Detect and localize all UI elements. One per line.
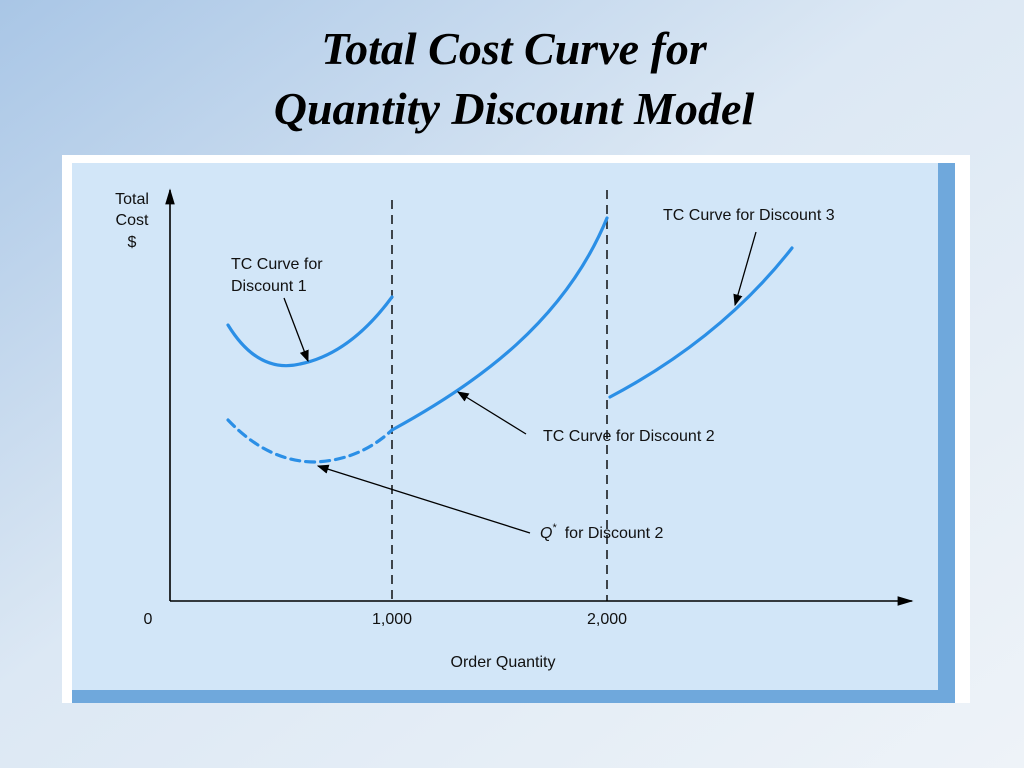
q-symbol: Q <box>540 525 552 542</box>
annotation: TC Curve for Discount 2 <box>543 428 715 445</box>
x-tick-label: 1,000 <box>372 611 412 628</box>
y-axis-label: Total <box>115 191 149 208</box>
q-text: for Discount 2 <box>565 525 664 542</box>
q-superscript: * <box>552 522 557 534</box>
title-line: Quantity Discount Model <box>274 83 755 134</box>
x-axis-label: Order Quantity <box>451 654 556 671</box>
pointer <box>283 297 309 363</box>
annotation: Q* for Discount 2 <box>540 522 664 542</box>
title-line: Total Cost Curve for <box>321 23 708 74</box>
panel <box>72 163 938 690</box>
tc-curve-discount-2 <box>390 216 609 432</box>
tc-curve-discount-2-dashed <box>226 418 394 464</box>
pointer <box>733 231 757 307</box>
x-tick-label: 2,000 <box>587 611 627 628</box>
annotation: TC Curve for <box>231 256 323 273</box>
y-axis-label: Cost <box>116 212 149 229</box>
tc-curve-discount-1 <box>226 295 394 368</box>
pointer <box>457 391 527 435</box>
tc-curve-discount-3 <box>608 246 794 399</box>
x-tick-label: 0 <box>144 611 153 628</box>
annotation: TC Curve for Discount 3 <box>663 207 835 224</box>
annotation: Discount 1 <box>231 278 307 295</box>
y-axis-label: $ <box>128 234 137 251</box>
pointer <box>316 464 531 534</box>
